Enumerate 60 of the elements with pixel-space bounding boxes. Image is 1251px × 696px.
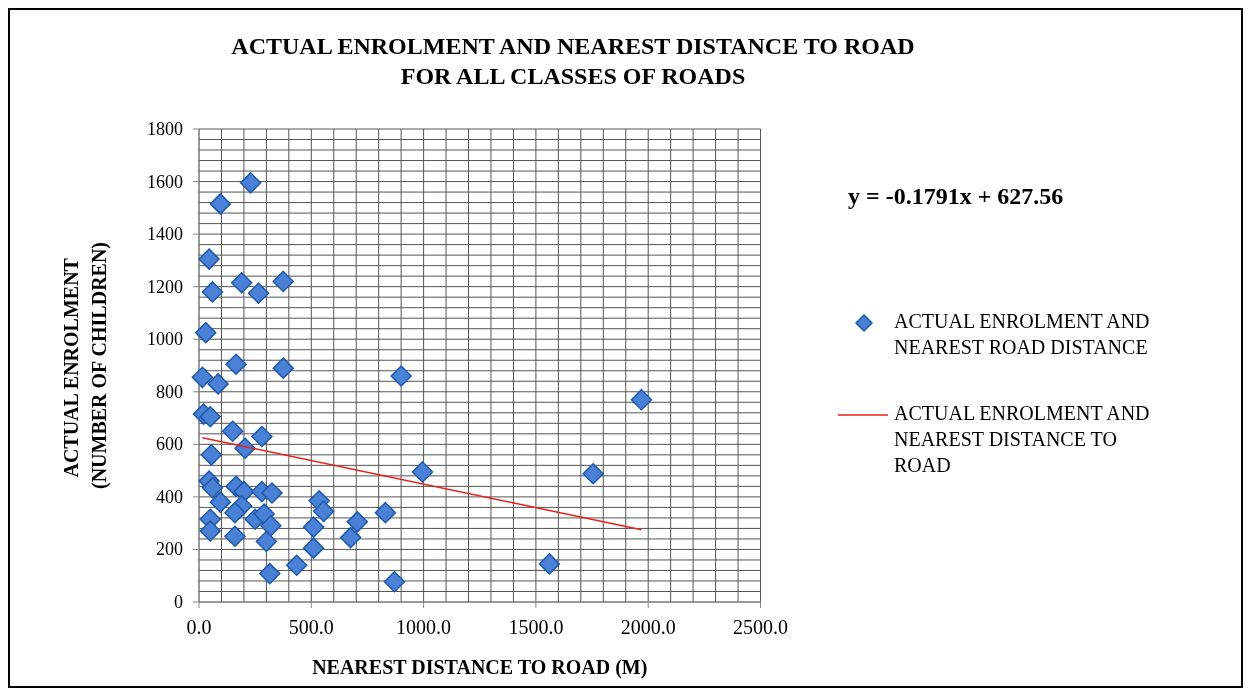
- point: [302, 537, 325, 559]
- point: [285, 554, 308, 576]
- y-tick-label: 1200: [147, 276, 183, 297]
- point: [255, 530, 278, 553]
- point: [261, 482, 283, 504]
- point: [630, 388, 653, 411]
- point: [374, 501, 397, 524]
- point: [209, 491, 232, 513]
- point: [247, 282, 270, 304]
- y-tick-label: 1800: [147, 119, 183, 139]
- point: [346, 511, 369, 533]
- point: [260, 515, 282, 537]
- point: [251, 425, 273, 448]
- y-tick-label: 400: [156, 486, 183, 507]
- point: [199, 405, 221, 428]
- y-tick-label: 1000: [147, 329, 183, 350]
- x-tick-label: 1000.0: [396, 616, 452, 638]
- point: [339, 526, 362, 549]
- point: [224, 525, 246, 548]
- x-tick-label: 0.0: [186, 616, 212, 638]
- point: [224, 501, 246, 524]
- point: [582, 463, 604, 485]
- point: [207, 373, 229, 395]
- point: [411, 461, 434, 483]
- legend-label: ACTUAL ENROLMENT AND NEAREST DISTANCE TO ROAD: [894, 402, 1150, 476]
- point: [312, 500, 335, 523]
- y-tick-label: 200: [156, 539, 183, 560]
- x-tick-label: 500.0: [288, 616, 334, 638]
- point: [302, 516, 325, 538]
- point: [209, 193, 232, 215]
- x-axis-title: NEAREST DISTANCE TO ROAD (M): [312, 656, 648, 679]
- text: y = -0.1791x + 627.56: [848, 183, 1064, 209]
- point: [200, 444, 223, 466]
- legend-label: ACTUAL ENROLMENT AND NEAREST ROAD DISTANCE: [894, 310, 1150, 358]
- chart-title: ACTUAL ENROLMENT AND NEAREST DISTANCE TO ROAD FOR ALL CLASSES OF ROADS: [231, 33, 915, 89]
- point: [194, 321, 217, 344]
- point: [259, 562, 281, 585]
- x-tick-label: 2000.0: [620, 616, 676, 638]
- point: [221, 420, 244, 442]
- point: [191, 366, 214, 389]
- point: [230, 271, 253, 294]
- point: [383, 571, 406, 593]
- point: [201, 281, 224, 303]
- point: [201, 476, 224, 499]
- y-tick-label: 1400: [147, 224, 183, 245]
- y-tick-label: 600: [156, 434, 183, 455]
- point: [390, 365, 412, 387]
- point: [272, 357, 294, 379]
- y-axis-title: ACTUAL ENROLMENT (NUMBER OF CHILDREN): [60, 241, 111, 490]
- y-tick-label: 800: [156, 381, 183, 402]
- point: [225, 353, 247, 375]
- point: [198, 248, 220, 270]
- y-tick-label: 1600: [147, 171, 183, 192]
- point: [538, 553, 561, 575]
- point: [199, 520, 221, 542]
- x-tick-label: 2500.0: [733, 616, 788, 638]
- y-tick-label: 0: [174, 592, 183, 612]
- point: [239, 172, 262, 194]
- point: [272, 270, 294, 293]
- x-tick-label: 1500.0: [508, 616, 564, 638]
